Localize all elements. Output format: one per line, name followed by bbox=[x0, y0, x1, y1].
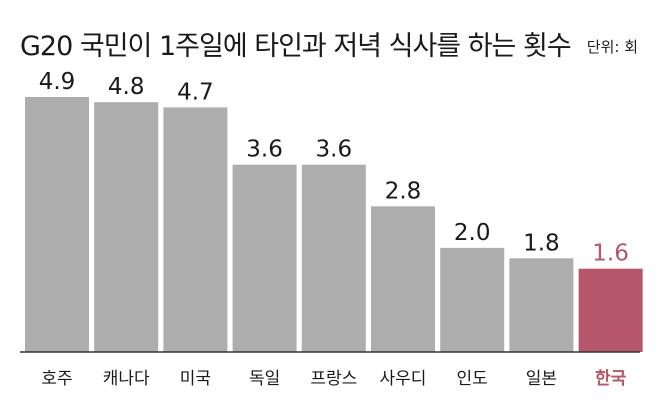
unit-label: 단위: 회 bbox=[586, 38, 638, 56]
category-label-3: 독일 bbox=[249, 369, 280, 389]
value-label-8: 1.6 bbox=[592, 241, 629, 267]
category-labels-group: 호주 캐나다 미국 독일 프랑스 사우디 인도 일본 한국 bbox=[41, 369, 626, 389]
category-label-2: 미국 bbox=[180, 369, 211, 389]
value-label-0: 4.9 bbox=[39, 69, 76, 95]
value-labels-group: 4.9 4.8 4.7 3.6 3.6 2.8 2.0 1.8 1.6 bbox=[39, 69, 629, 267]
category-label-5: 사우디 bbox=[380, 369, 427, 389]
value-label-4: 3.6 bbox=[316, 137, 353, 163]
bar-8 bbox=[578, 268, 643, 352]
category-label-1: 캐나다 bbox=[103, 369, 150, 389]
bars-group bbox=[25, 97, 643, 353]
value-label-1: 4.8 bbox=[108, 74, 145, 100]
category-label-4: 프랑스 bbox=[310, 369, 357, 389]
bar-0 bbox=[25, 97, 89, 352]
category-label-8: 한국 bbox=[595, 369, 627, 389]
value-label-3: 3.6 bbox=[246, 137, 283, 163]
bar-2 bbox=[163, 107, 228, 353]
value-label-2: 4.7 bbox=[177, 79, 214, 105]
category-label-6: 인도 bbox=[457, 369, 488, 389]
value-label-7: 1.8 bbox=[523, 230, 560, 256]
bar-3 bbox=[232, 164, 297, 352]
bar-5 bbox=[371, 206, 435, 352]
chart-title: G20 국민이 1주일에 타인과 저녁 식사를 하는 횟수 bbox=[20, 31, 572, 62]
bar-7 bbox=[509, 258, 574, 352]
bar-1 bbox=[94, 102, 159, 352]
value-label-6: 2.0 bbox=[454, 220, 491, 246]
bar-6 bbox=[440, 247, 505, 352]
category-label-7: 일본 bbox=[526, 369, 557, 389]
value-label-5: 2.8 bbox=[385, 178, 422, 204]
bar-4 bbox=[301, 164, 366, 352]
category-label-0: 호주 bbox=[41, 369, 72, 389]
